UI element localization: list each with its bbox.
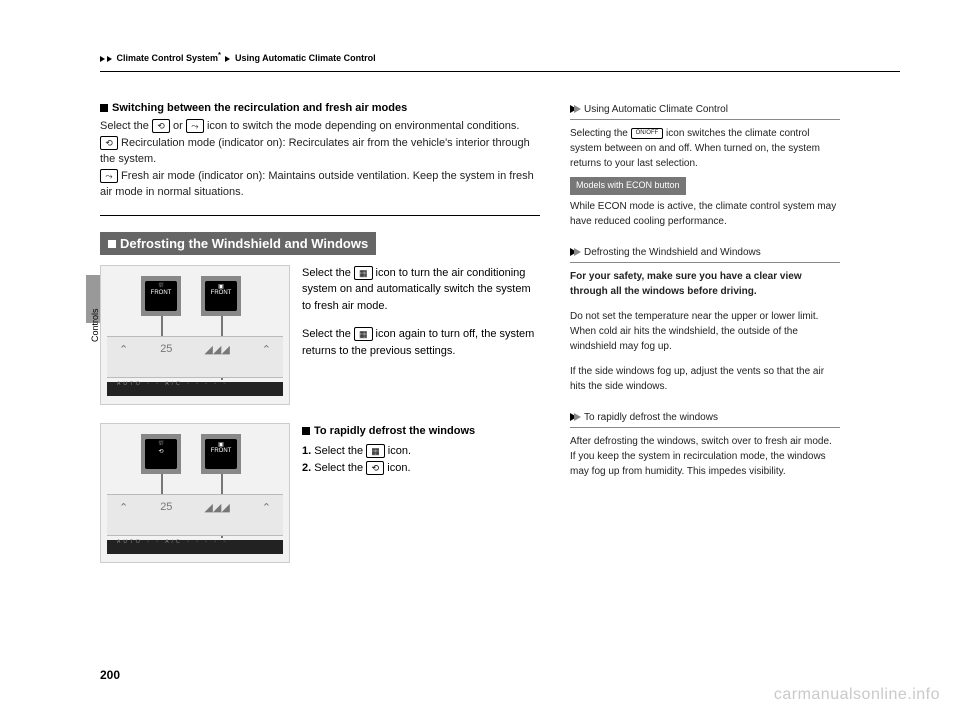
side-text: If the side windows fog up, adjust the v… <box>570 364 840 394</box>
side-note: Defrosting the Windshield and Windows Fo… <box>570 245 840 394</box>
front-defrost-icon: ▣FRONT <box>205 281 237 311</box>
chevron-icon <box>100 56 105 62</box>
climate-panel-figure: ⛆⟲ ▣FRONT ⌃ 25 ◢◢◢ ⌃ <box>100 423 290 563</box>
manual-page: Climate Control System* Using Automatic … <box>0 0 960 722</box>
arrow-icon <box>574 248 581 256</box>
watermark: carmanualsonline.info <box>774 686 940 704</box>
subsection-heading: Switching between the recirculation and … <box>100 102 540 114</box>
breadcrumb-seg: Using Automatic Climate Control <box>235 53 376 63</box>
panel-buttons: AUTO ▫ ▫ A/C ▫ ▫ ▫ ▫ ▫ <box>107 382 283 396</box>
front-defrost-icon: ▦ <box>354 327 373 341</box>
front-defrost-icon: ▣FRONT <box>205 439 237 469</box>
body-paragraph: Select the ⟲ or ⤳ icon to switch the mod… <box>100 118 540 135</box>
left-column: Switching between the recirculation and … <box>100 102 540 581</box>
chevron-up-icon: ⌃ <box>262 343 271 356</box>
body-paragraph: ⤳ Fresh air mode (indicator on): Maintai… <box>100 168 540 201</box>
figure-caption: To rapidly defrost the windows 1. Select… <box>302 423 540 563</box>
section-tab-label: Controls <box>90 308 100 342</box>
fan-icon: ◢◢◢ <box>204 343 229 356</box>
arrow-icon <box>574 413 581 421</box>
fresh-air-icon: ⤳ <box>100 169 118 183</box>
square-bullet-icon <box>302 427 310 435</box>
front-defrost-icon: ▦ <box>366 444 385 458</box>
callout-front: ▣FRONT <box>201 276 241 316</box>
recirculation-icon: ⟲ <box>366 461 384 475</box>
square-bullet-icon <box>100 104 108 112</box>
side-text: While ECON mode is active, the climate c… <box>570 199 840 229</box>
side-note: To rapidly defrost the windows After def… <box>570 410 840 479</box>
callout-front: ▣FRONT <box>201 434 241 474</box>
chevron-up-icon: ⌃ <box>262 501 271 514</box>
panel-display: ⌃ 25 ◢◢◢ ⌃ <box>107 336 283 378</box>
chevron-up-icon: ⌃ <box>119 501 128 514</box>
panel-button-row: AUTO ▫ ▫ A/C ▫ ▫ ▫ ▫ ▫ <box>117 381 228 387</box>
side-text: When cold air hits the windshield, the o… <box>570 324 840 354</box>
front-defrost-icon: ▦ <box>354 266 373 280</box>
right-column: Using Automatic Climate Control Selectin… <box>570 102 840 581</box>
model-tag: Models with ECON button <box>570 177 686 195</box>
side-heading: Defrosting the Windshield and Windows <box>570 245 840 263</box>
callout-defrost: ⛆FRONT <box>141 276 181 316</box>
recirculation-icon: ⛆⟲ <box>145 439 177 469</box>
callout-recirc: ⛆⟲ <box>141 434 181 474</box>
square-bullet-icon <box>108 240 116 248</box>
temp-value: 25 <box>160 343 172 355</box>
page-number: 200 <box>100 668 120 682</box>
figure-row: ⛆⟲ ▣FRONT ⌃ 25 ◢◢◢ ⌃ <box>100 423 540 563</box>
chevron-icon <box>107 56 112 62</box>
side-heading: Using Automatic Climate Control <box>570 102 840 120</box>
panel-button-row: AUTO ▫ ▫ A/C ▫ ▫ ▫ ▫ ▫ <box>117 539 228 545</box>
recirculation-icon: ⟲ <box>152 119 170 133</box>
figure-row: ⛆FRONT ▣FRONT ⌃ 25 ◢◢◢ ⌃ <box>100 265 540 405</box>
figure-caption: Select the ▦ icon to turn the air condit… <box>302 265 540 405</box>
side-text: Do not set the temperature near the uppe… <box>570 309 840 324</box>
side-note: Using Automatic Climate Control Selectin… <box>570 102 840 229</box>
temp-value: 25 <box>160 501 172 513</box>
fan-icon: ◢◢◢ <box>204 501 229 514</box>
climate-panel-figure: ⛆FRONT ▣FRONT ⌃ 25 ◢◢◢ ⌃ <box>100 265 290 405</box>
fresh-air-icon: ⤳ <box>186 119 204 133</box>
chevron-up-icon: ⌃ <box>119 343 128 356</box>
content-columns: Switching between the recirculation and … <box>100 102 900 581</box>
section-divider: Defrosting the Windshield and Windows <box>100 215 540 265</box>
chevron-icon <box>225 56 230 62</box>
arrow-icon <box>574 105 581 113</box>
breadcrumb: Climate Control System* Using Automatic … <box>100 50 900 72</box>
subsection-heading: To rapidly defrost the windows <box>302 423 540 440</box>
side-text: After defrosting the windows, switch ove… <box>570 434 840 479</box>
asterisk: * <box>218 50 221 59</box>
on-off-icon: ON/OFF <box>631 128 664 139</box>
side-text-bold: For your safety, make sure you have a cl… <box>570 269 840 299</box>
panel-display: ⌃ 25 ◢◢◢ ⌃ <box>107 494 283 536</box>
panel-buttons: AUTO ▫ ▫ A/C ▫ ▫ ▫ ▫ ▫ <box>107 540 283 554</box>
defrost-icon: ⛆FRONT <box>145 281 177 311</box>
recirculation-icon: ⟲ <box>100 136 118 150</box>
side-heading: To rapidly defrost the windows <box>570 410 840 428</box>
section-heading: Defrosting the Windshield and Windows <box>100 232 376 255</box>
breadcrumb-seg: Climate Control System <box>117 53 219 63</box>
body-paragraph: ⟲ Recirculation mode (indicator on): Rec… <box>100 135 540 168</box>
